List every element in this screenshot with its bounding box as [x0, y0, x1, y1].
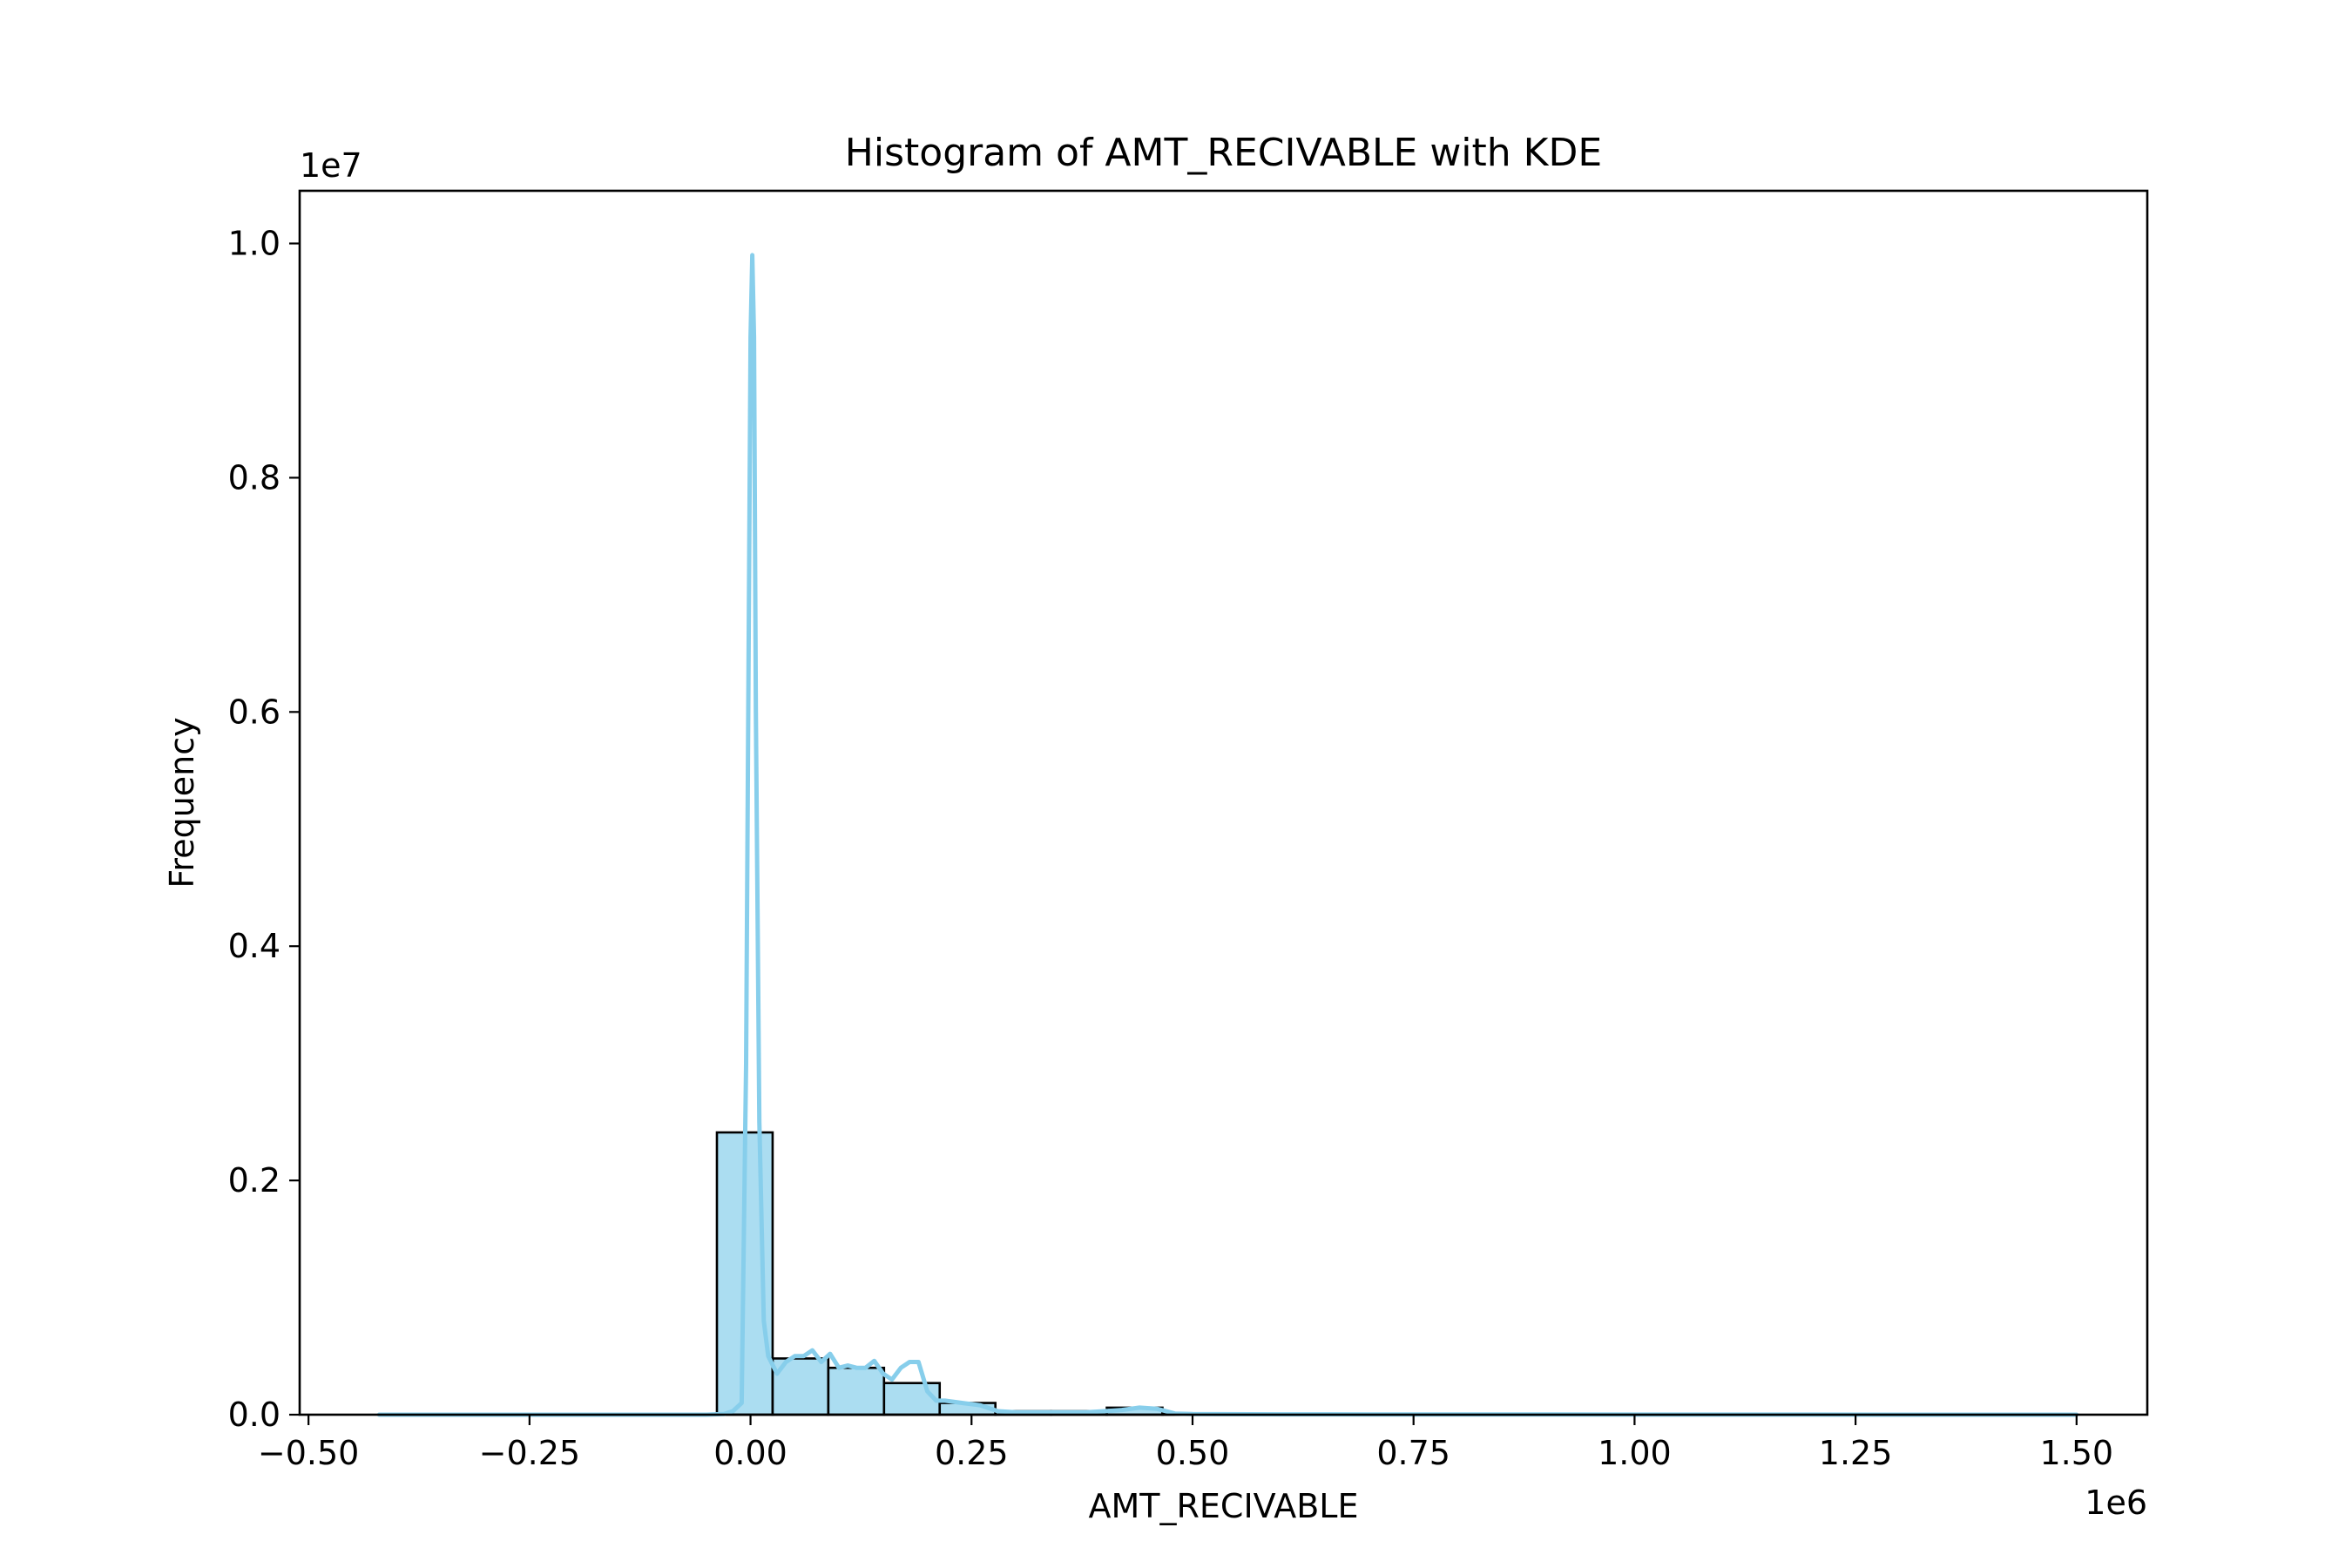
- y-axis-offset-label: 1e7: [300, 146, 362, 185]
- y-tick-label: 1.0: [228, 225, 280, 263]
- x-tick-label: 0.25: [935, 1434, 1009, 1472]
- x-tick-label: 1.50: [2040, 1434, 2114, 1472]
- kde-line: [376, 253, 2079, 1417]
- x-tick-label: −0.50: [258, 1434, 359, 1472]
- x-axis-label: AMT_RECIVABLE: [1089, 1487, 1359, 1525]
- x-axis-offset-label: 1e6: [2085, 1484, 2147, 1522]
- chart-title: Histogram of AMT_RECIVABLE with KDE: [845, 131, 1602, 175]
- x-tick-label: 1.00: [1598, 1434, 1672, 1472]
- y-tick-label: 0.0: [228, 1396, 280, 1434]
- x-tick-label: 0.50: [1156, 1434, 1230, 1472]
- y-tick-label: 0.8: [228, 458, 280, 497]
- x-tick-label: −0.25: [479, 1434, 580, 1472]
- x-tick-label: 0.75: [1376, 1434, 1450, 1472]
- y-axis-label: Frequency: [163, 717, 201, 888]
- kde-layer: [376, 253, 2079, 1417]
- x-axis-ticks: −0.50 −0.25 0.00 0.25 0.50 0.75 1.00 1.25 1.50: [258, 1415, 2113, 1472]
- y-tick-label: 0.6: [228, 693, 280, 731]
- histogram-bar: [882, 1382, 942, 1416]
- y-axis-ticks: 0.0 0.2 0.4 0.6 0.8 1.0: [228, 225, 300, 1434]
- histogram-bar: [827, 1366, 886, 1416]
- x-tick-label: 1.25: [1819, 1434, 1893, 1472]
- plot-frame: [298, 189, 2149, 1416]
- y-tick-label: 0.2: [228, 1161, 280, 1200]
- y-tick-label: 0.4: [228, 927, 280, 965]
- x-tick-label: 0.00: [713, 1434, 787, 1472]
